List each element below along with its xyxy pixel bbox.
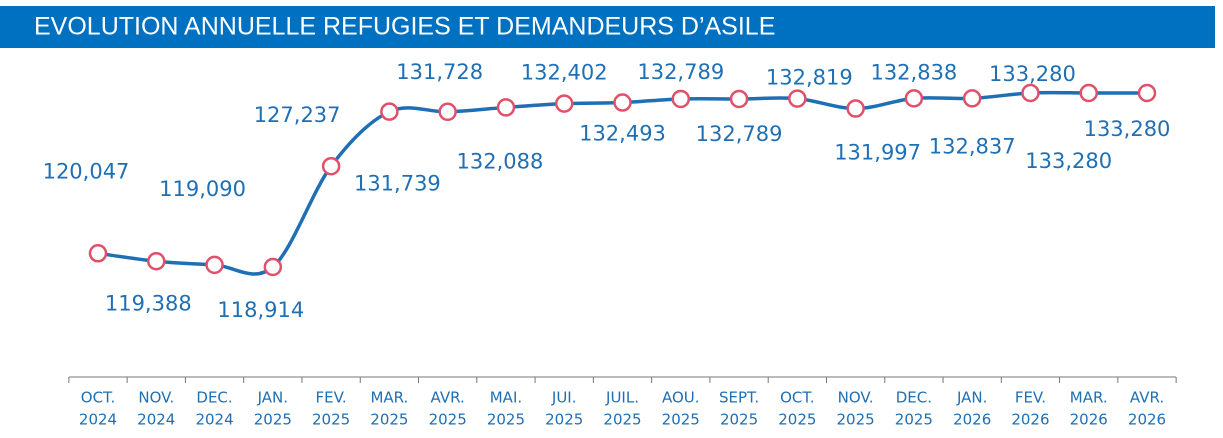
data-label: 132,789 [637, 60, 724, 84]
data-label: 132,819 [766, 66, 853, 90]
data-label: 132,493 [579, 122, 666, 146]
x-tick-label: JAN. [257, 389, 288, 407]
data-label: 118,914 [217, 298, 304, 322]
marker [1079, 83, 1098, 103]
x-tick-label: AOU. [662, 389, 700, 407]
x-tick-label: 2024 [137, 411, 175, 429]
x-tick-label: 2025 [487, 411, 525, 429]
x-tick-label: MAR. [370, 389, 408, 407]
x-tick-label: 2024 [79, 411, 117, 429]
data-label: 132,789 [696, 122, 783, 146]
x-tick-label: 2025 [429, 411, 467, 429]
marker [671, 89, 691, 109]
x-tick-label: 2025 [720, 411, 758, 429]
marker [1137, 83, 1157, 103]
marker [321, 156, 341, 176]
x-tick-label: 2025 [662, 411, 700, 429]
data-label: 133,280 [1084, 117, 1171, 141]
marker [205, 255, 224, 275]
x-tick-label: NOV. [838, 389, 874, 407]
x-tick-label: 2026 [1128, 411, 1166, 429]
data-label: 133,280 [989, 62, 1076, 86]
data-label: 132,837 [929, 134, 1016, 158]
x-tick-label: FEV. [316, 389, 347, 407]
marker [613, 93, 632, 112]
marker [380, 102, 399, 121]
x-tick-label: AVR. [1130, 389, 1164, 407]
marker [438, 102, 457, 122]
x-tick-label: 2026 [953, 411, 991, 429]
x-tick-label: DEC. [196, 389, 232, 407]
data-label: 120,047 [43, 159, 130, 183]
x-tick-label: NOV. [138, 389, 174, 407]
marker [904, 89, 924, 108]
marker [788, 89, 807, 108]
x-tick-label: JUIL. [605, 389, 639, 407]
x-tick-label: 2025 [895, 411, 933, 429]
marker [263, 257, 283, 277]
marker [554, 94, 574, 113]
marker [846, 99, 865, 118]
marker [962, 89, 982, 108]
x-tick-label: JAN. [956, 389, 987, 407]
x-tick-label: 2025 [603, 411, 641, 429]
x-tick-label: 2024 [195, 411, 233, 429]
x-tick-label: MAR. [1070, 389, 1108, 407]
x-tick-label: 2025 [778, 411, 816, 429]
x-tick-label: MAI. [490, 389, 522, 407]
x-tick-label: JUI. [551, 389, 577, 407]
x-tick-label: 2026 [1011, 411, 1049, 429]
x-tick-label: 2025 [254, 411, 292, 429]
x-tick-label: 2025 [837, 411, 875, 429]
marker [1021, 83, 1040, 103]
x-tick-label: SEPT. [719, 389, 759, 407]
data-label: 131,739 [354, 172, 441, 196]
data-label: 133,280 [1025, 149, 1112, 173]
data-label: 132,088 [457, 149, 544, 173]
marker [496, 98, 516, 117]
x-tick-label: OCT. [780, 389, 814, 407]
x-tick-label: 2025 [370, 411, 408, 429]
data-label: 132,402 [521, 61, 608, 85]
x-tick-label: 2025 [312, 411, 350, 429]
x-tick-label: 2026 [1070, 411, 1108, 429]
data-label: 132,838 [870, 60, 957, 84]
x-tick-label: 2025 [545, 411, 583, 429]
marker [729, 89, 749, 109]
data-label: 131,728 [396, 60, 483, 84]
x-tick-label: FEV. [1015, 389, 1046, 407]
data-label: 127,237 [254, 103, 341, 127]
data-label: 119,388 [105, 291, 192, 315]
x-tick-label: DEC. [896, 389, 932, 407]
x-tick-label: OCT. [81, 389, 115, 407]
marker [147, 252, 166, 271]
chart-title: EVOLUTION ANNUELLE REFUGIES ET DEMANDEUR… [34, 13, 775, 41]
marker [88, 244, 108, 263]
x-tick-label: AVR. [431, 389, 465, 407]
data-label: 131,997 [834, 141, 921, 165]
title-bar [0, 6, 1215, 48]
data-label: 119,090 [159, 177, 246, 201]
